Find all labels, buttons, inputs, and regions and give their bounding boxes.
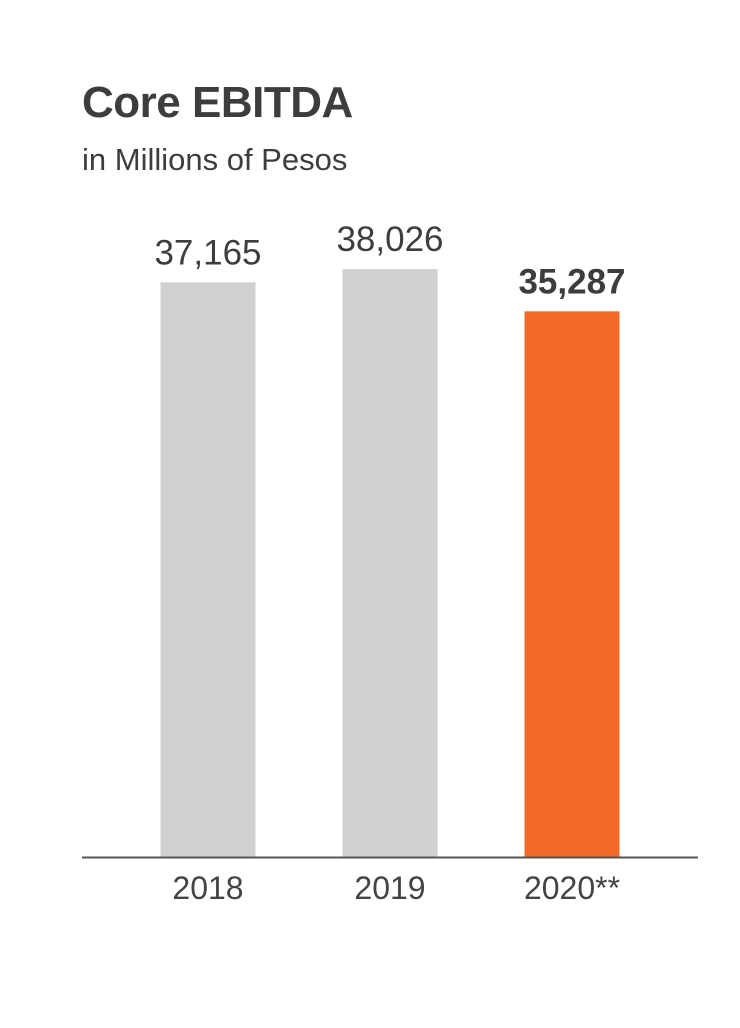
bar-2020** xyxy=(524,311,620,857)
bar-2019 xyxy=(342,269,438,857)
chart-title: Core EBITDA xyxy=(82,78,353,127)
bar-value-label: 35,287 xyxy=(518,262,625,301)
bar-value-label: 38,026 xyxy=(336,220,443,259)
x-tick-label: 2018 xyxy=(172,870,243,906)
bar-value-label: 37,165 xyxy=(154,233,261,272)
chart-subtitle: in Millions of Pesos xyxy=(82,142,348,177)
x-tick-label: 2020** xyxy=(524,870,620,906)
x-tick-label: 2019 xyxy=(354,870,425,906)
bar-2018 xyxy=(160,282,256,857)
